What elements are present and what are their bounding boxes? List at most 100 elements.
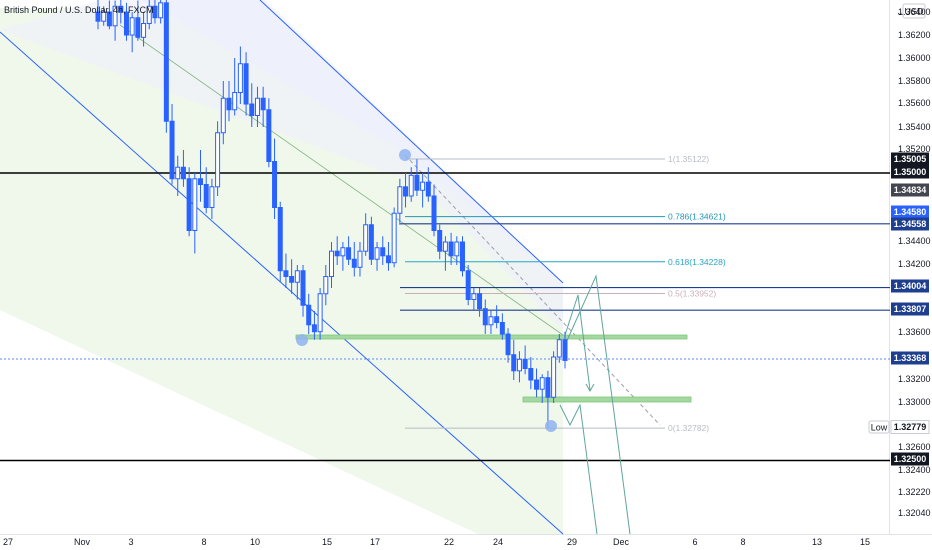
candle-body[interactable] [408, 174, 414, 197]
candle-body[interactable] [403, 186, 409, 197]
candle-body[interactable] [283, 270, 289, 277]
swing-high-marker[interactable] [399, 149, 411, 161]
candle-body[interactable] [385, 255, 391, 264]
horizontal-levels[interactable] [0, 172, 890, 462]
candle-body[interactable] [465, 270, 471, 300]
candle-body[interactable] [135, 17, 141, 38]
candle-body[interactable] [334, 250, 340, 257]
candle-body[interactable] [420, 181, 426, 191]
candle-body[interactable] [123, 11, 129, 36]
support-zone-upper[interactable] [295, 334, 688, 340]
candle-body[interactable] [277, 207, 283, 272]
candle-body[interactable] [323, 276, 329, 295]
candle-body[interactable] [534, 379, 540, 390]
candle-body[interactable] [192, 178, 198, 231]
candle-body[interactable] [539, 377, 545, 390]
candle-body[interactable] [397, 186, 403, 214]
candle-body[interactable] [186, 178, 192, 231]
candle-body[interactable] [516, 358, 522, 372]
candle-body[interactable] [414, 174, 420, 191]
projection-arrow-3[interactable] [559, 403, 598, 535]
candle-body[interactable] [220, 97, 226, 134]
candle-body[interactable] [442, 241, 448, 252]
candle-body[interactable] [243, 63, 249, 105]
candle-body[interactable] [112, 5, 118, 27]
channel-upper-line[interactable] [259, 0, 564, 284]
candle-body[interactable] [368, 224, 374, 260]
candle-body[interactable] [505, 333, 511, 356]
candle-body[interactable] [380, 247, 386, 257]
candle-body[interactable] [118, 5, 124, 13]
candle-body[interactable] [101, 11, 107, 22]
candle-body[interactable] [249, 103, 255, 116]
candle-body[interactable] [175, 166, 181, 180]
currency-badge[interactable] [902, 3, 926, 19]
candle-body[interactable] [357, 250, 363, 268]
candle-body[interactable] [454, 241, 460, 257]
support-zone-lower[interactable] [522, 396, 692, 403]
recent-low-marker[interactable] [545, 420, 557, 432]
candle-body[interactable] [471, 293, 477, 300]
candle-body[interactable] [152, 5, 158, 19]
candle-body[interactable] [391, 212, 397, 264]
candle-body[interactable] [477, 293, 483, 310]
candle-body[interactable] [448, 241, 454, 257]
candle-body[interactable] [346, 247, 352, 260]
candle-body[interactable] [209, 186, 215, 209]
channel-lower-line[interactable] [0, 31, 564, 535]
candle-body[interactable] [294, 270, 300, 283]
candle-body[interactable] [545, 377, 551, 398]
candle-body[interactable] [163, 2, 169, 122]
candle-body[interactable] [180, 166, 186, 180]
candle-body[interactable] [522, 358, 528, 369]
candle-body[interactable] [431, 195, 437, 231]
candle-body[interactable] [158, 2, 164, 19]
candle-body[interactable] [300, 270, 306, 306]
candle-body[interactable] [311, 324, 317, 333]
candle-body[interactable] [459, 241, 465, 272]
candle-body[interactable] [437, 230, 443, 252]
dashed-trend-line[interactable] [404, 154, 661, 426]
candle-body[interactable] [272, 161, 278, 208]
candle-body[interactable] [363, 224, 369, 252]
candle-body[interactable] [146, 5, 152, 24]
candle-body[interactable] [494, 316, 500, 323]
candle-body[interactable] [260, 97, 266, 111]
candle-body[interactable] [266, 109, 272, 162]
candle-body[interactable] [317, 293, 323, 333]
candle-body[interactable] [203, 184, 209, 208]
candle-body[interactable] [528, 368, 534, 381]
candle-body[interactable] [556, 339, 562, 358]
fib-retracement[interactable]: 1(1.35122) 0.786(1.34621) 0.618(1.34228) 0.… [405, 154, 726, 433]
projection-arrow-2[interactable] [564, 274, 631, 535]
candle-body[interactable] [488, 316, 494, 326]
candle-body[interactable] [351, 258, 357, 268]
currency-dropdown-icon[interactable]: ⌄ [896, 7, 904, 17]
candle-body[interactable] [141, 23, 147, 38]
candle-body[interactable] [232, 92, 238, 111]
candle-body[interactable] [106, 11, 112, 27]
candle-body[interactable] [215, 132, 221, 188]
candle-body[interactable] [425, 181, 431, 197]
channel-mid-line[interactable] [119, 24, 564, 336]
candle-body[interactable] [129, 17, 135, 36]
candle-body[interactable] [340, 247, 346, 257]
swing-low-marker[interactable] [296, 334, 308, 346]
candle-body[interactable] [374, 247, 380, 260]
projection-arrow-1[interactable] [564, 294, 591, 391]
candle-body[interactable] [237, 63, 243, 93]
candle-body[interactable] [482, 308, 488, 326]
candle-body[interactable] [95, 11, 101, 22]
candle-body[interactable] [254, 97, 260, 116]
candle-body[interactable] [306, 304, 312, 326]
candle-body[interactable] [562, 339, 568, 361]
candle-body[interactable] [226, 97, 232, 111]
candlesticks[interactable] [95, 0, 568, 429]
candle-body[interactable] [551, 356, 557, 398]
candle-body[interactable] [329, 250, 334, 277]
candle-body[interactable] [511, 354, 517, 372]
candle-body[interactable] [289, 276, 295, 283]
candle-body[interactable] [198, 178, 204, 185]
candle-body[interactable] [499, 322, 505, 335]
